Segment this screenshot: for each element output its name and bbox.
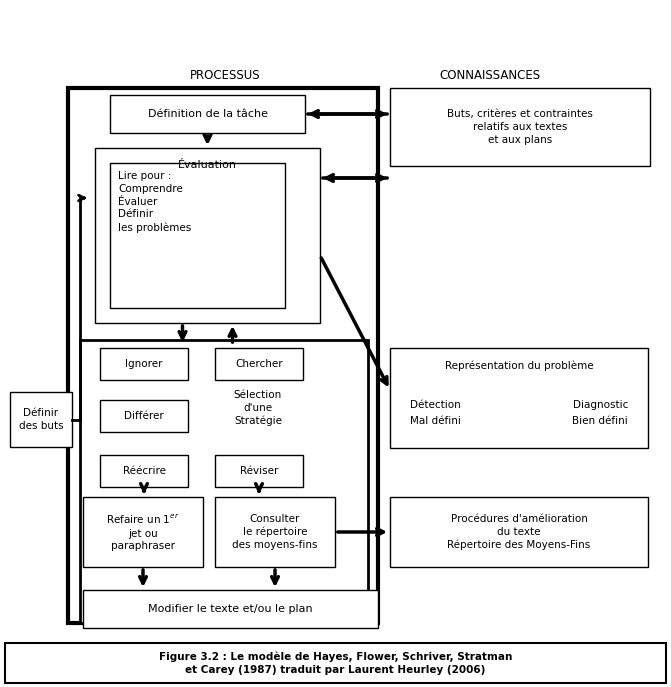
Bar — [10, 392, 72, 447]
Bar — [83, 590, 378, 628]
Text: PROCESSUS: PROCESSUS — [190, 69, 260, 82]
Bar — [100, 348, 188, 380]
Text: Diagnostic: Diagnostic — [572, 400, 628, 410]
Text: Réviser: Réviser — [240, 466, 278, 476]
Text: Sélection
d'une
Stratégie: Sélection d'une Stratégie — [234, 390, 282, 426]
Bar — [5, 643, 666, 683]
Text: Réécrire: Réécrire — [123, 466, 166, 476]
Bar — [68, 88, 378, 623]
Text: Procédures d'amélioration
du texte
Répertoire des Moyens-Fins: Procédures d'amélioration du texte Réper… — [448, 514, 590, 550]
Text: Ignorer: Ignorer — [125, 359, 163, 369]
Text: CONNAISSANCES: CONNAISSANCES — [440, 69, 541, 82]
Bar — [215, 348, 303, 380]
Bar — [390, 497, 648, 567]
Text: Consulter
le répertoire
des moyens-fins: Consulter le répertoire des moyens-fins — [232, 514, 318, 550]
Bar — [215, 497, 335, 567]
Text: Représentation du problème: Représentation du problème — [445, 360, 593, 370]
Bar — [390, 348, 648, 448]
Text: Figure 3.2 : Le modèle de Hayes, Flower, Schriver, Stratman
et Carey (1987) trad: Figure 3.2 : Le modèle de Hayes, Flower,… — [159, 651, 512, 675]
Text: Bien défini: Bien défini — [572, 416, 628, 426]
Text: Détection: Détection — [410, 400, 461, 410]
Text: Différer: Différer — [124, 411, 164, 421]
Bar — [100, 400, 188, 432]
Text: Définir
des buts: Définir des buts — [19, 408, 63, 431]
Text: Mal défini: Mal défini — [410, 416, 461, 426]
Text: Buts, critères et contraintes
relatifs aux textes
et aux plans: Buts, critères et contraintes relatifs a… — [447, 109, 593, 145]
Bar — [215, 455, 303, 487]
Text: Refaire un 1$^{er}$
jet ou
paraphraser: Refaire un 1$^{er}$ jet ou paraphraser — [106, 513, 180, 552]
Bar — [390, 88, 650, 166]
Text: Modifier le texte et/ou le plan: Modifier le texte et/ou le plan — [148, 604, 313, 614]
Bar — [100, 455, 188, 487]
Text: Chercher: Chercher — [236, 359, 282, 369]
Bar — [110, 95, 305, 133]
Text: Évaluation: Évaluation — [178, 160, 237, 170]
Bar — [95, 148, 320, 323]
Bar — [80, 340, 368, 623]
Bar — [83, 497, 203, 567]
Text: Lire pour :
Comprendre
Évaluer
Définir
les problèmes: Lire pour : Comprendre Évaluer Définir l… — [118, 171, 191, 233]
Text: Définition de la tâche: Définition de la tâche — [148, 109, 268, 119]
Bar — [110, 163, 285, 308]
